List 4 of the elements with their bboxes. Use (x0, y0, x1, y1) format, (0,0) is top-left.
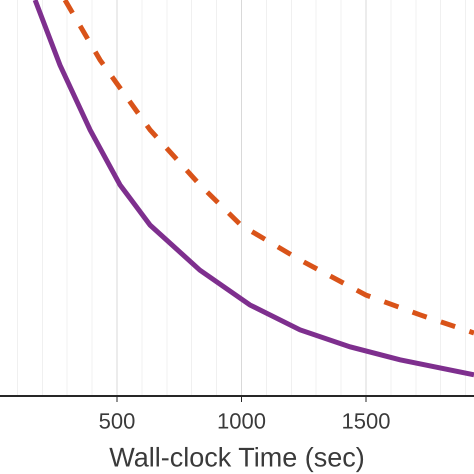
x-tick-label: 500 (98, 408, 136, 434)
x-tick-label: 1000 (217, 408, 266, 434)
x-tick-label: 1500 (341, 408, 390, 434)
x-axis-title: Wall-clock Time (sec) (109, 442, 365, 472)
